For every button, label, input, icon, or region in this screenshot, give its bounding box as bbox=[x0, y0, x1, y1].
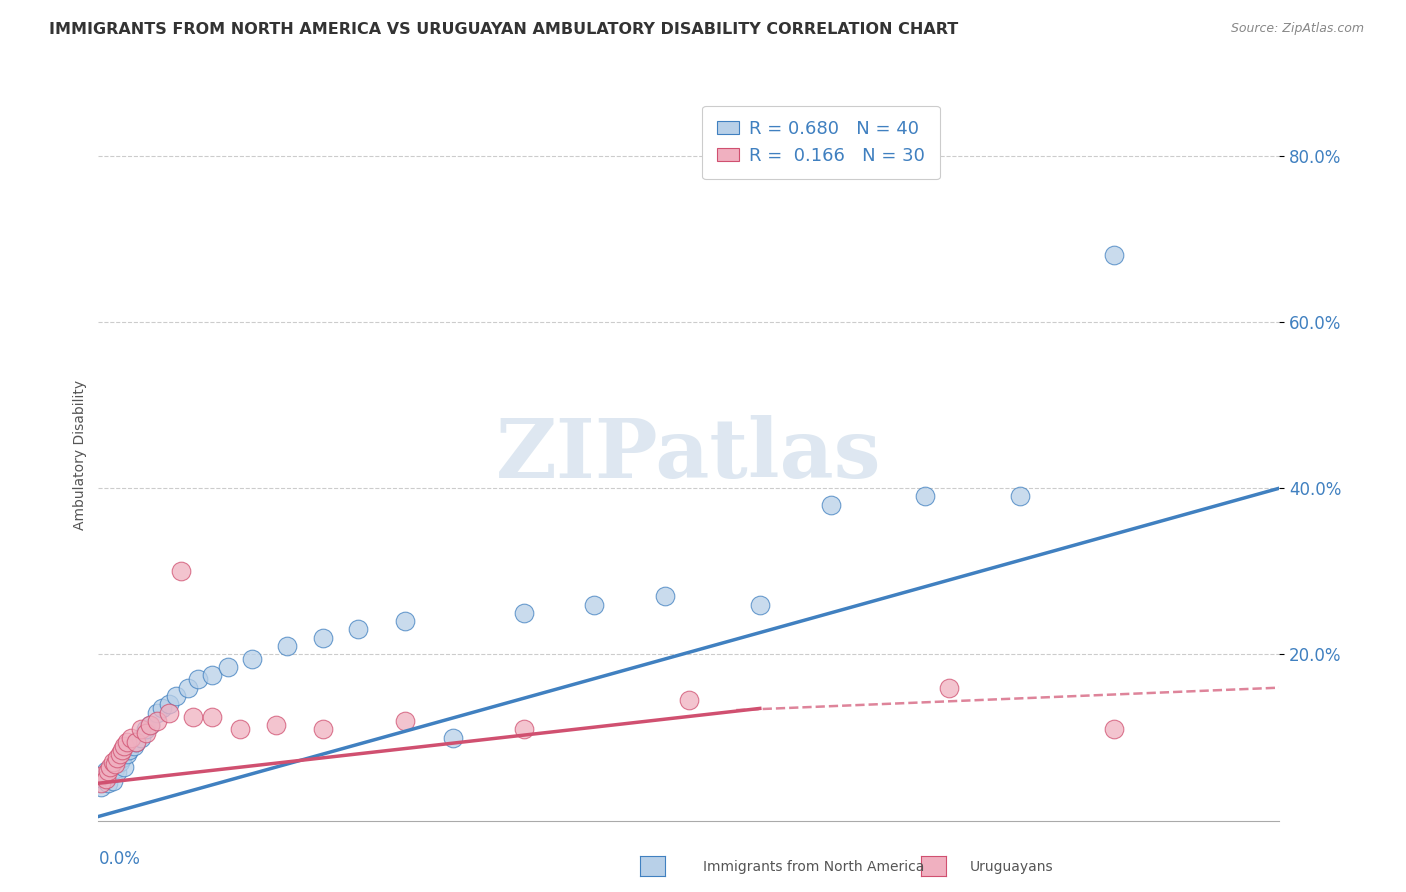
Point bbox=[125, 734, 148, 748]
Point bbox=[748, 598, 770, 612]
Point bbox=[229, 723, 252, 737]
Point bbox=[512, 723, 534, 737]
Point bbox=[678, 693, 700, 707]
Point bbox=[90, 780, 112, 795]
Text: ZIPatlas: ZIPatlas bbox=[496, 415, 882, 495]
Point bbox=[240, 651, 263, 665]
Point bbox=[201, 668, 224, 682]
Point bbox=[157, 706, 180, 720]
Point bbox=[312, 631, 335, 645]
Legend: R = 0.680   N = 40, R =  0.166   N = 30: R = 0.680 N = 40, R = 0.166 N = 30 bbox=[703, 105, 939, 179]
Point bbox=[146, 706, 169, 720]
Point bbox=[1102, 723, 1125, 737]
Point bbox=[181, 710, 204, 724]
Point bbox=[264, 718, 287, 732]
Point bbox=[150, 701, 173, 715]
Point bbox=[105, 751, 128, 765]
Point bbox=[104, 762, 127, 776]
Point bbox=[820, 498, 842, 512]
Text: IMMIGRANTS FROM NORTH AMERICA VS URUGUAYAN AMBULATORY DISABILITY CORRELATION CHA: IMMIGRANTS FROM NORTH AMERICA VS URUGUAY… bbox=[49, 22, 959, 37]
Point bbox=[91, 768, 114, 782]
Point bbox=[938, 681, 960, 695]
Point bbox=[217, 660, 239, 674]
Point bbox=[135, 723, 157, 737]
Point bbox=[139, 718, 162, 732]
Point bbox=[187, 673, 209, 687]
Point bbox=[98, 759, 121, 773]
Point bbox=[146, 714, 169, 728]
Point bbox=[91, 772, 114, 786]
Point bbox=[914, 490, 936, 504]
Point bbox=[170, 564, 193, 578]
Text: Uruguayans: Uruguayans bbox=[970, 860, 1053, 874]
Point bbox=[101, 773, 124, 788]
Point bbox=[98, 768, 121, 782]
Point bbox=[94, 764, 117, 778]
Point bbox=[129, 731, 152, 745]
Point bbox=[118, 743, 141, 757]
Point bbox=[157, 698, 180, 712]
Point bbox=[512, 606, 534, 620]
Text: 0.0%: 0.0% bbox=[98, 850, 141, 868]
Point bbox=[583, 598, 606, 612]
Point bbox=[112, 739, 135, 753]
Point bbox=[394, 614, 416, 628]
Point bbox=[112, 759, 135, 773]
Point bbox=[312, 723, 335, 737]
Point bbox=[122, 739, 145, 753]
Point bbox=[139, 718, 162, 732]
Point bbox=[108, 756, 131, 770]
Point bbox=[1102, 248, 1125, 262]
Point bbox=[201, 710, 224, 724]
Point bbox=[105, 765, 128, 780]
Point bbox=[108, 747, 131, 761]
Point bbox=[90, 776, 112, 790]
Point bbox=[125, 734, 148, 748]
Point bbox=[115, 734, 138, 748]
Point bbox=[111, 751, 134, 765]
Point bbox=[347, 623, 370, 637]
Point bbox=[94, 772, 117, 786]
Point bbox=[104, 757, 127, 772]
Point bbox=[135, 726, 157, 740]
Point bbox=[111, 743, 134, 757]
Point bbox=[115, 747, 138, 761]
Point bbox=[394, 714, 416, 728]
Point bbox=[276, 639, 298, 653]
Point bbox=[101, 756, 124, 770]
Point bbox=[177, 681, 200, 695]
Text: Source: ZipAtlas.com: Source: ZipAtlas.com bbox=[1230, 22, 1364, 36]
Point bbox=[129, 723, 152, 737]
Point bbox=[441, 731, 464, 745]
Point bbox=[654, 589, 676, 603]
Point bbox=[121, 731, 143, 745]
Text: Immigrants from North America: Immigrants from North America bbox=[703, 860, 924, 874]
Point bbox=[165, 689, 187, 703]
Point bbox=[97, 764, 120, 778]
Y-axis label: Ambulatory Disability: Ambulatory Disability bbox=[73, 380, 87, 530]
Point bbox=[1008, 490, 1031, 504]
Point bbox=[97, 776, 120, 790]
